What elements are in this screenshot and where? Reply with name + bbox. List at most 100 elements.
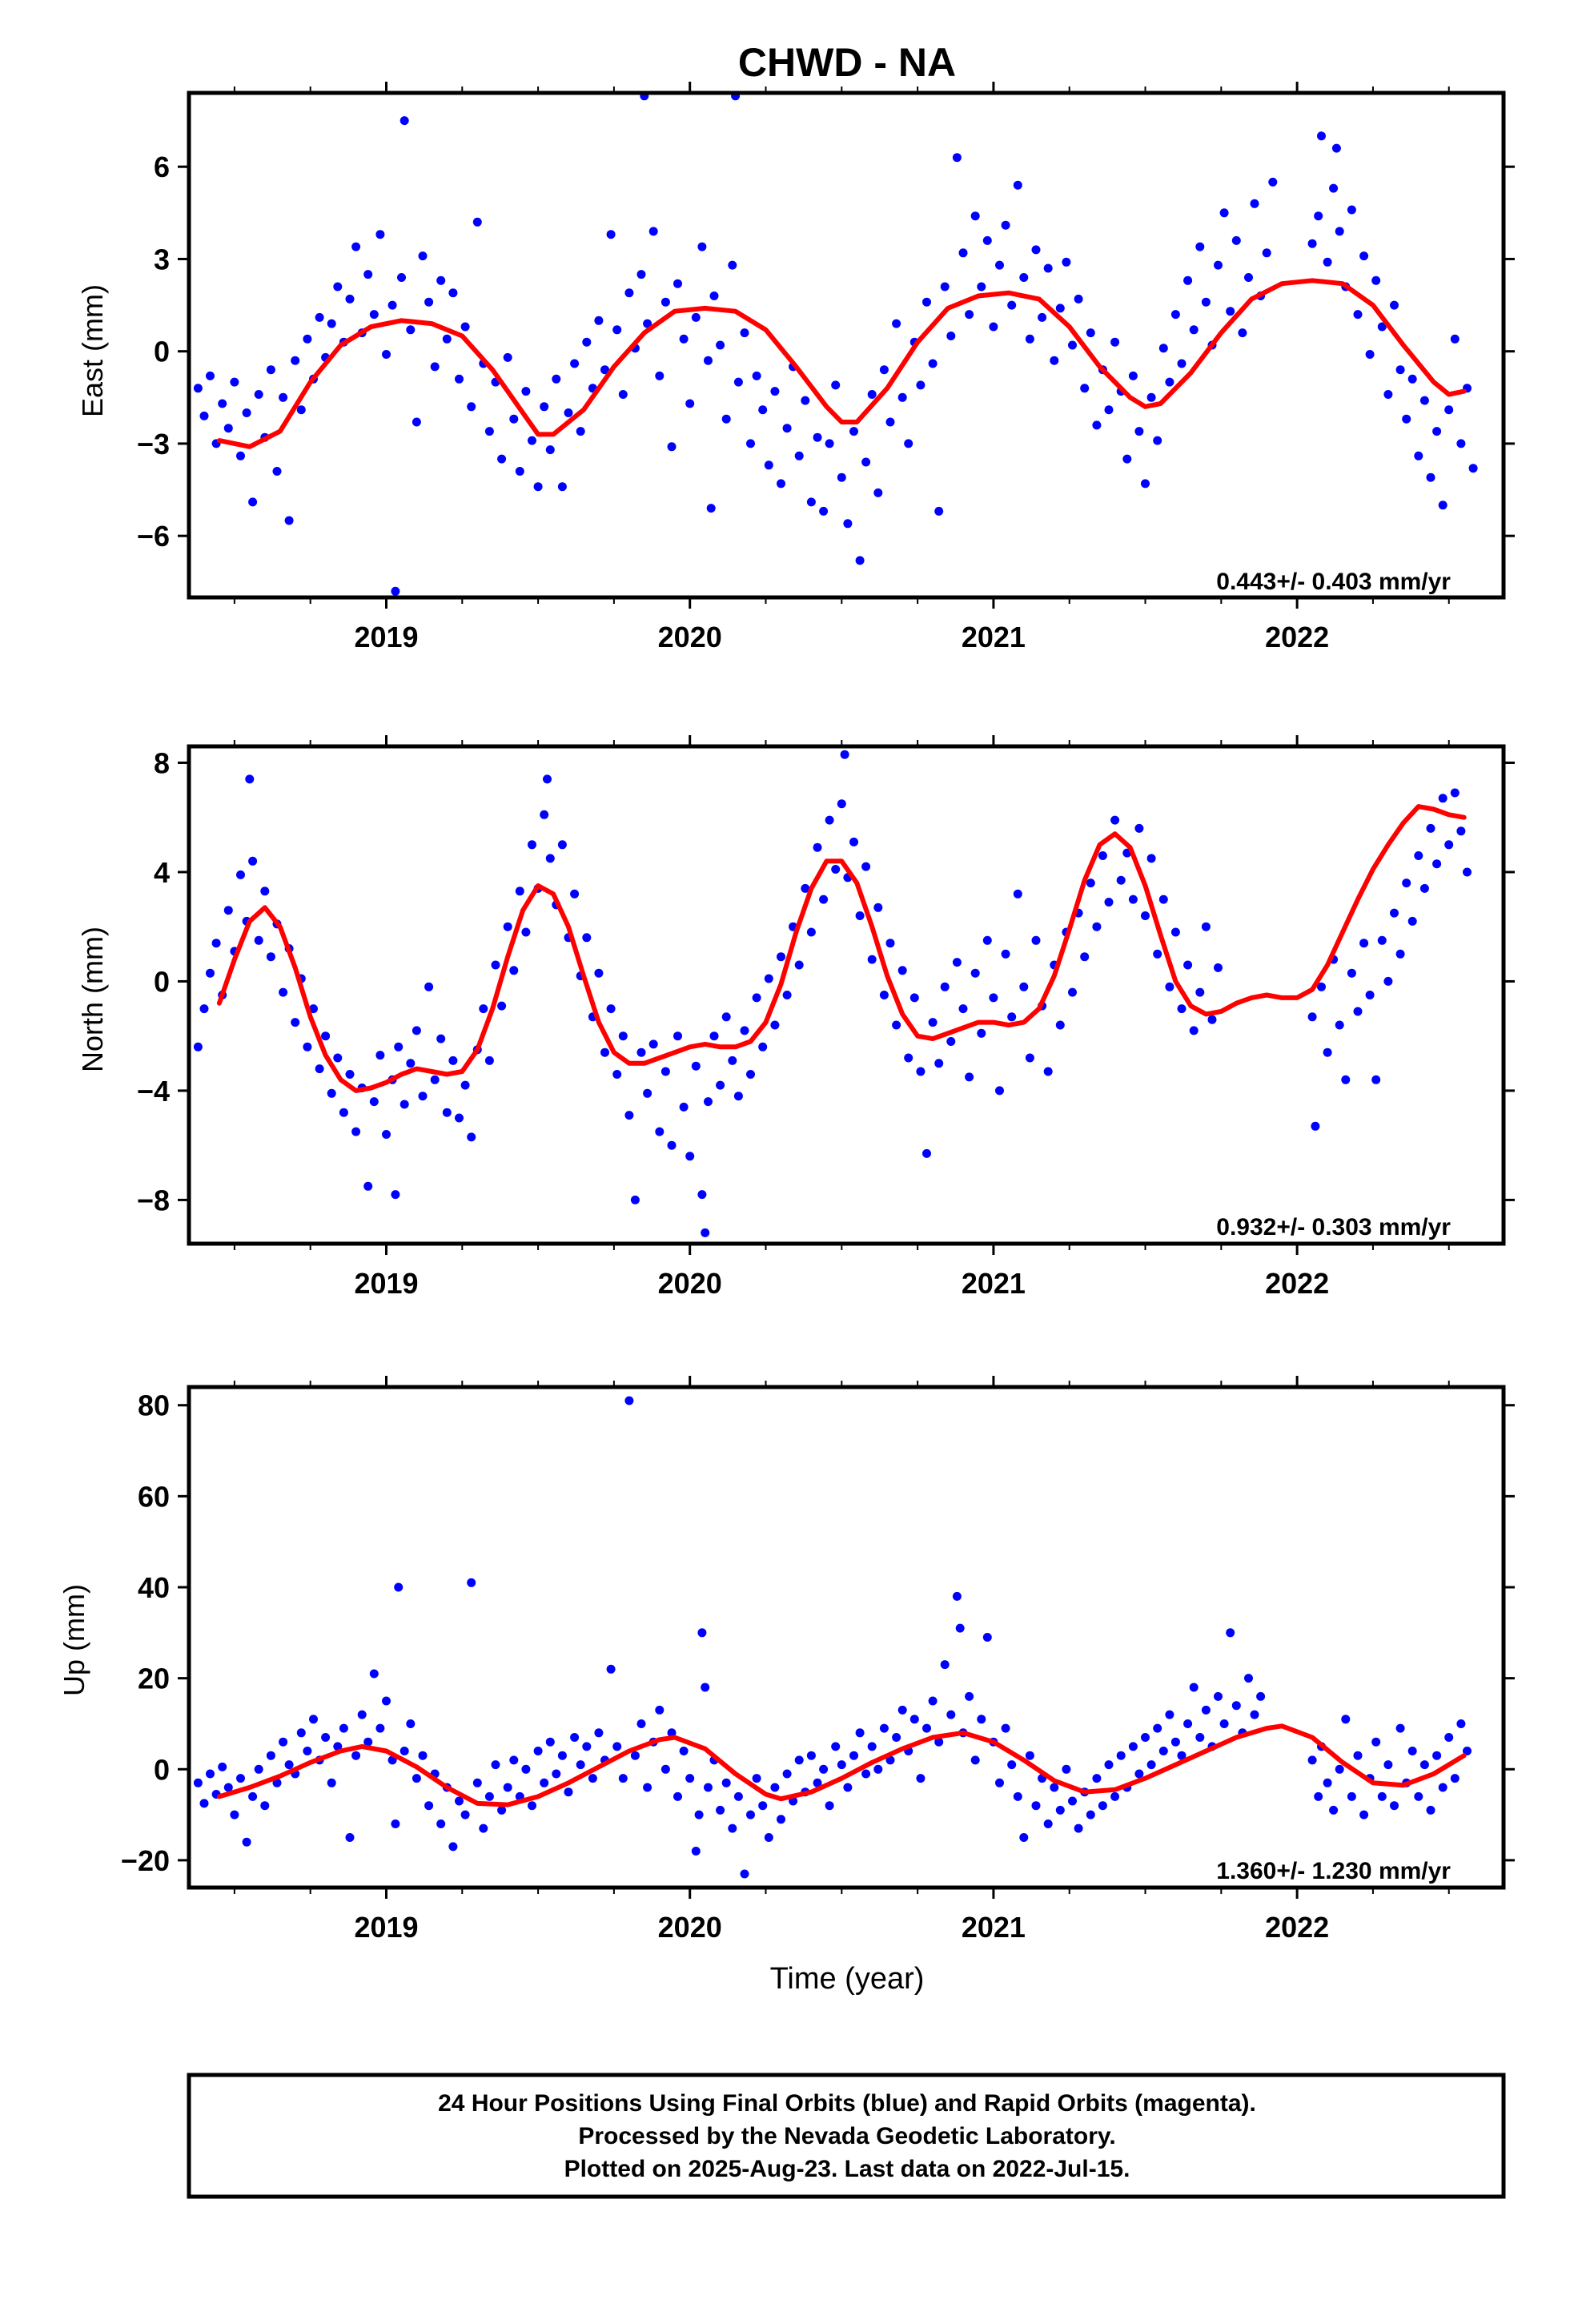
- data-point: [206, 1769, 215, 1779]
- data-point: [606, 230, 616, 239]
- data-point: [849, 1751, 858, 1760]
- data-point: [1013, 1791, 1022, 1801]
- data-point: [448, 288, 458, 298]
- data-point: [1092, 420, 1102, 430]
- data-point: [667, 1140, 677, 1150]
- data-point: [643, 1783, 652, 1792]
- data-point: [721, 414, 731, 424]
- data-point: [1419, 1760, 1429, 1770]
- data-point: [867, 955, 877, 964]
- data-point: [970, 1755, 980, 1765]
- data-point: [418, 1092, 428, 1101]
- data-point: [728, 1823, 737, 1833]
- data-point: [333, 1742, 343, 1751]
- data-point: [230, 377, 239, 387]
- data-point: [873, 1764, 883, 1774]
- data-point: [272, 467, 282, 476]
- data-point: [1314, 211, 1323, 221]
- data-point: [982, 1633, 992, 1642]
- data-point: [916, 1774, 926, 1783]
- data-point: [618, 390, 628, 399]
- data-point: [1432, 427, 1442, 436]
- data-point: [236, 1774, 245, 1783]
- data-point: [1141, 1733, 1150, 1742]
- data-point: [279, 1737, 288, 1747]
- data-point: [1268, 177, 1278, 187]
- data-point: [612, 1742, 622, 1751]
- data-point: [758, 405, 768, 415]
- data-point: [400, 1100, 409, 1109]
- y-tick-label: 8: [154, 746, 170, 779]
- data-point: [740, 328, 749, 338]
- data-point: [1189, 325, 1199, 335]
- data-point: [545, 854, 555, 863]
- data-point: [1043, 1819, 1053, 1828]
- data-point: [819, 895, 829, 904]
- data-point: [819, 506, 829, 516]
- plot-frame-north: [187, 744, 1506, 1246]
- data-point: [455, 374, 464, 384]
- data-point: [1165, 1710, 1174, 1719]
- data-point: [1390, 300, 1399, 310]
- data-point: [661, 1067, 670, 1076]
- data-point: [515, 887, 524, 896]
- data-point: [1359, 1810, 1369, 1819]
- data-point: [1353, 1751, 1363, 1760]
- data-point: [570, 359, 580, 368]
- data-point: [1177, 359, 1186, 368]
- data-point: [1359, 939, 1369, 948]
- data-point: [952, 153, 962, 163]
- data-point: [400, 1747, 409, 1755]
- data-point: [528, 436, 536, 445]
- data-point: [1414, 851, 1423, 860]
- data-point: [1098, 851, 1107, 860]
- data-point: [965, 310, 974, 320]
- data-point: [484, 1055, 494, 1065]
- data-point: [1013, 889, 1022, 899]
- fit-line-east: [216, 278, 1467, 449]
- data-point: [746, 439, 755, 448]
- data-point: [552, 1769, 561, 1779]
- data-point: [624, 1396, 634, 1405]
- data-point: [813, 842, 822, 852]
- y-tick-label: 0: [154, 965, 170, 998]
- data-point: [382, 1130, 391, 1139]
- data-point: [460, 322, 470, 332]
- data-point: [1158, 344, 1168, 353]
- data-point: [940, 1660, 950, 1670]
- data-point: [600, 365, 609, 375]
- data-point: [363, 1181, 373, 1191]
- data-point: [655, 371, 665, 380]
- data-point: [770, 1783, 780, 1792]
- data-point: [1074, 294, 1083, 304]
- data-point: [594, 1728, 604, 1738]
- data-point: [849, 427, 858, 436]
- panel-up: Up (mm) 1.360+/- 1.230 mm/yr −20 0 20 40 60 8…: [58, 1376, 1515, 1944]
- data-point: [709, 292, 719, 300]
- data-point: [1231, 1701, 1241, 1711]
- data-point: [697, 1190, 707, 1200]
- x-tick-label: 2022: [1265, 1267, 1329, 1300]
- data-point: [1001, 220, 1010, 230]
- data-point: [436, 1819, 446, 1828]
- data-point: [801, 396, 810, 405]
- data-point: [321, 1733, 331, 1742]
- y-tick-label: 6: [154, 151, 170, 183]
- data-point: [952, 1591, 962, 1601]
- data-point: [825, 815, 834, 825]
- data-point: [430, 1075, 440, 1084]
- data-point: [193, 384, 203, 393]
- data-point: [879, 365, 889, 375]
- data-point: [509, 966, 519, 975]
- data-point: [1317, 131, 1326, 141]
- data-point: [1116, 1751, 1126, 1760]
- data-point: [327, 1778, 336, 1787]
- data-point: [284, 516, 294, 525]
- data-point: [733, 1092, 743, 1101]
- fit-line-north: [216, 804, 1467, 1093]
- data-point: [394, 1042, 404, 1051]
- data-point: [1043, 263, 1053, 273]
- data-point: [928, 1018, 938, 1027]
- data-point: [636, 270, 646, 279]
- data-point: [242, 408, 251, 417]
